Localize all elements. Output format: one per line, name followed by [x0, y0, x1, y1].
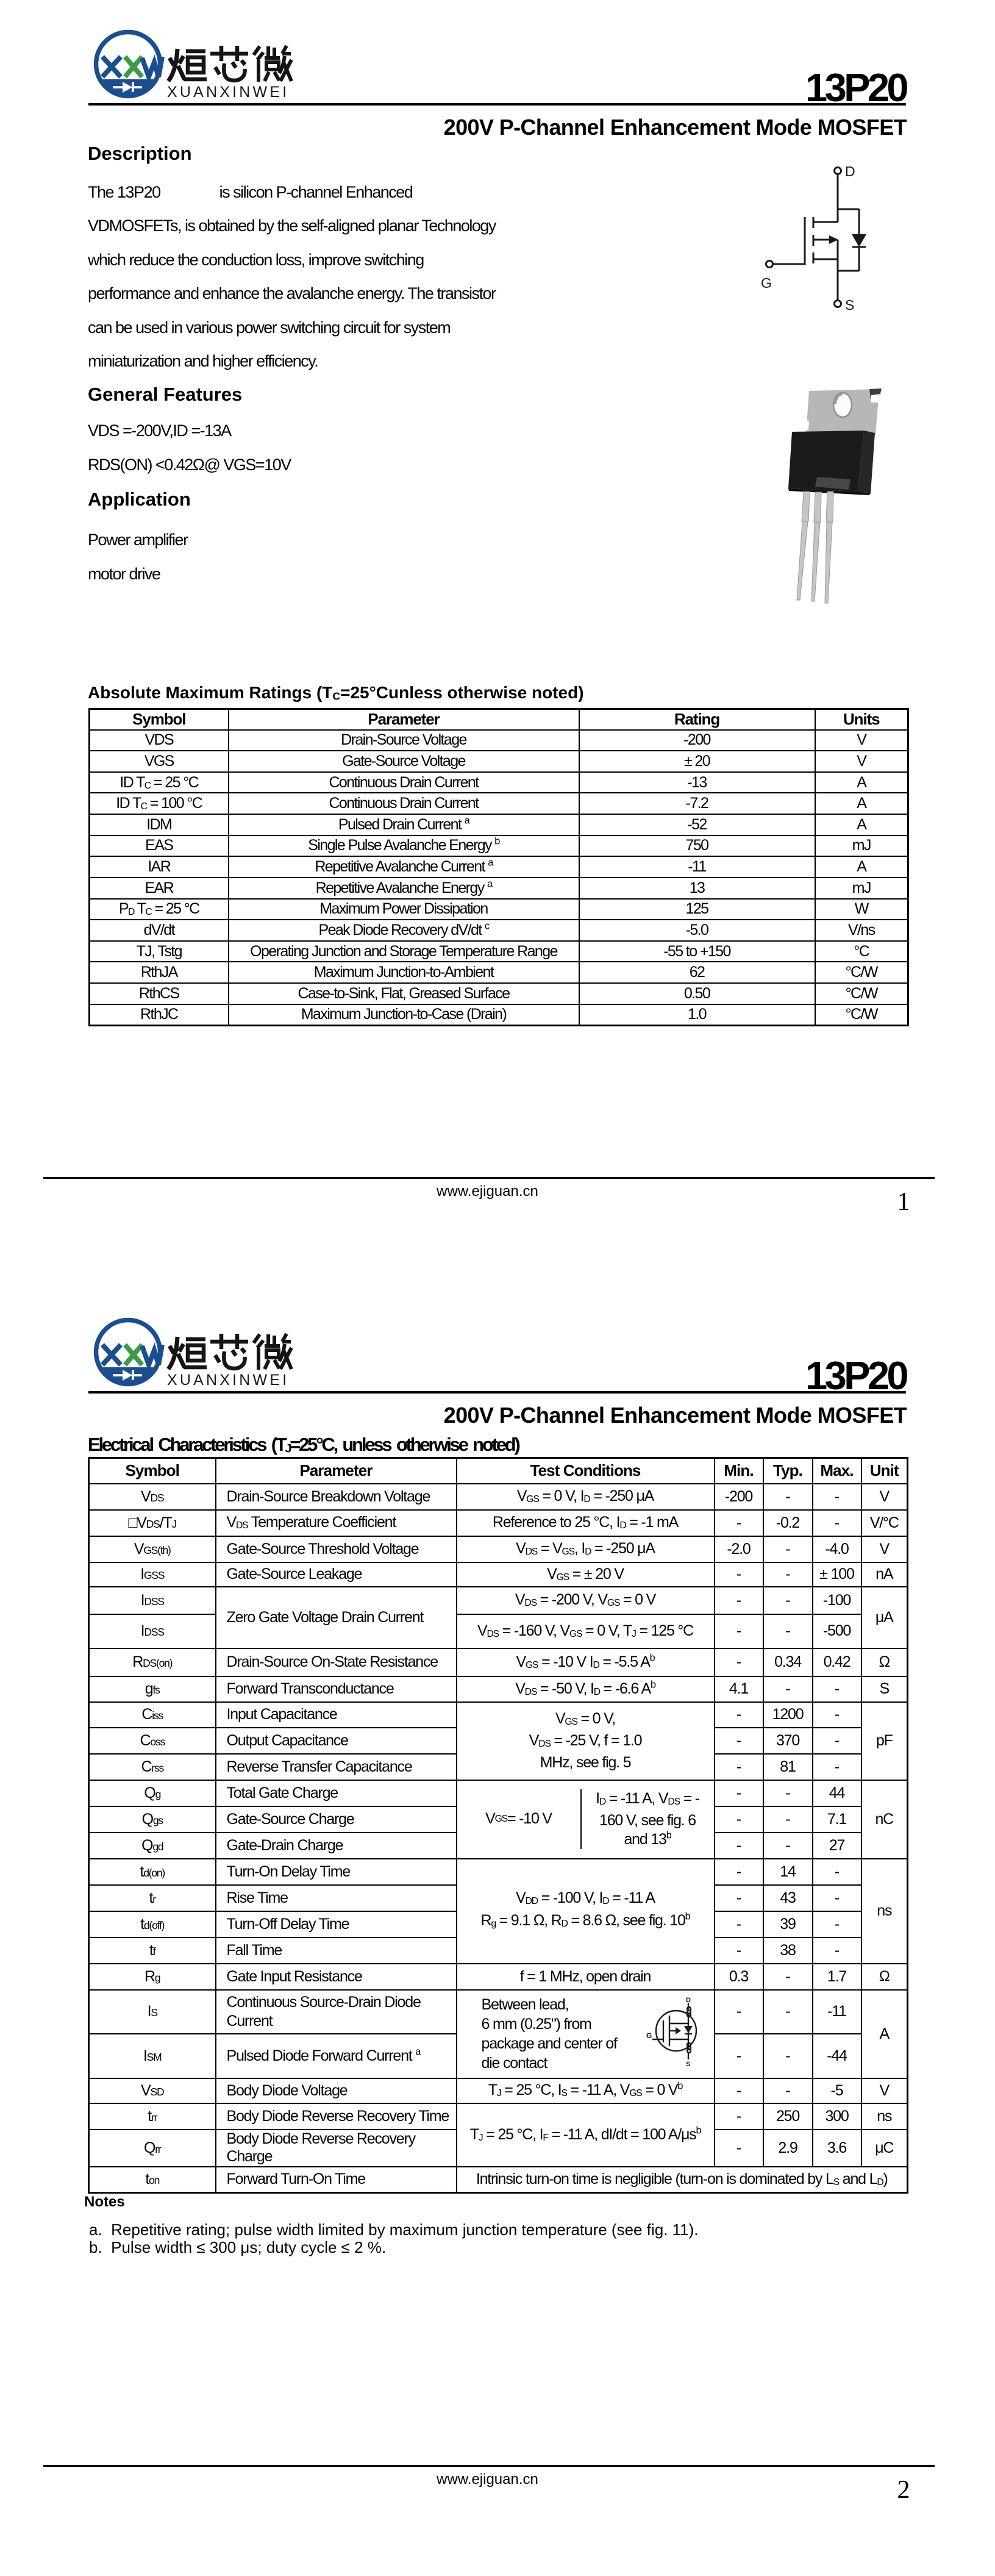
svg-text:D: D [686, 1997, 691, 2004]
svg-text:D: D [845, 163, 855, 179]
svg-text:XUANXINWEI: XUANXINWEI [167, 84, 289, 101]
svg-text:G: G [646, 2031, 652, 2040]
svg-text:S: S [845, 297, 854, 313]
svg-text:S: S [686, 2061, 690, 2068]
svg-text:G: G [761, 275, 772, 291]
svg-text:XUANXINWEI: XUANXINWEI [167, 1372, 289, 1389]
